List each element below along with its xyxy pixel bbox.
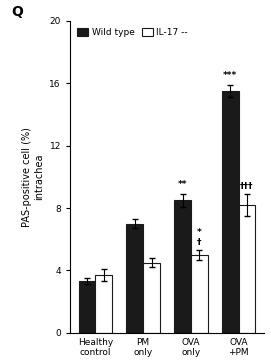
Bar [238, 205, 255, 333]
Legend: Wild type, IL-17 --: Wild type, IL-17 -- [75, 25, 191, 40]
Bar [95, 275, 112, 333]
Y-axis label: PAS-positive cell (%)
intrachea: PAS-positive cell (%) intrachea [22, 127, 44, 227]
Text: Q: Q [12, 5, 24, 19]
Text: †††: ††† [240, 182, 254, 191]
Text: ***: *** [223, 71, 237, 80]
Text: *
†: * † [197, 228, 202, 247]
Bar [79, 281, 95, 333]
Bar [191, 255, 208, 333]
Bar [127, 223, 143, 333]
Bar [174, 200, 191, 333]
Text: **: ** [178, 180, 187, 189]
Bar [143, 263, 160, 333]
Bar [222, 91, 238, 333]
